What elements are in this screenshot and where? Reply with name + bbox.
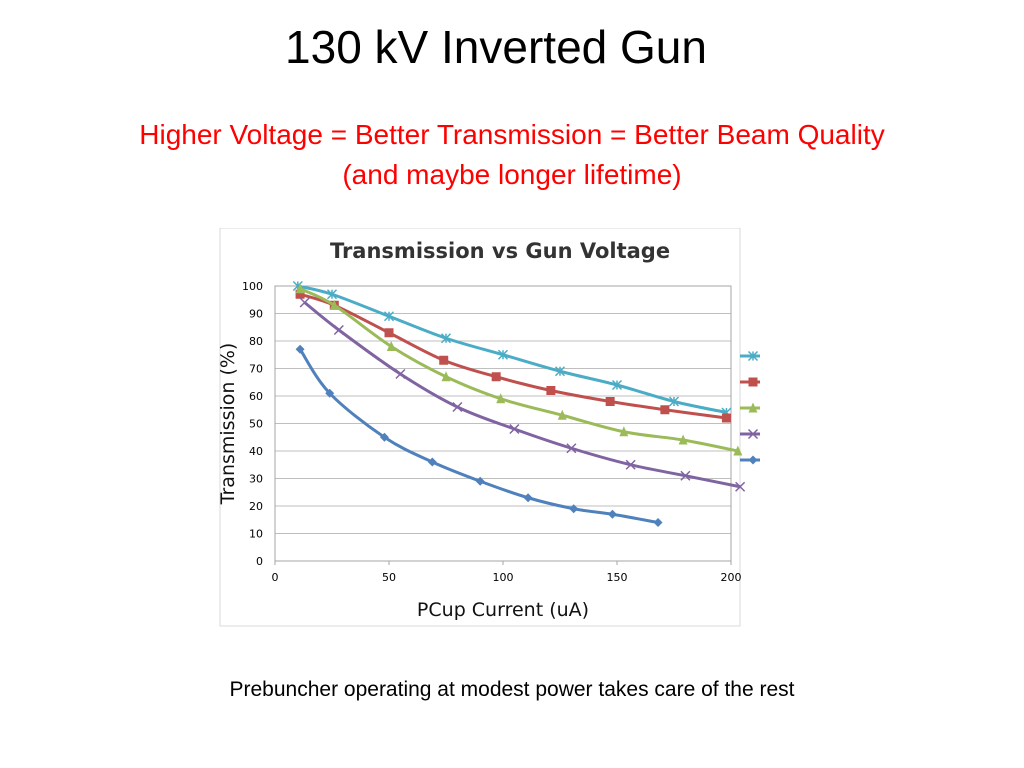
data-point-100kV (441, 371, 451, 382)
data-point-85kV (566, 443, 577, 454)
data-point-70kV (295, 344, 305, 354)
data-point-115kV (384, 328, 394, 338)
data-point-100kV (619, 426, 629, 437)
x-tick-label: 150 (607, 571, 628, 584)
x-tick-label: 100 (493, 571, 514, 584)
x-tick-label: 0 (272, 571, 279, 584)
subtitle-line-2: (and maybe longer lifetime) (342, 159, 682, 190)
data-point-130kV (668, 396, 680, 407)
y-tick-label: 0 (256, 555, 263, 568)
data-point-85kV (509, 423, 520, 435)
data-point-70kV (325, 388, 335, 398)
data-point-130kV (440, 333, 452, 344)
data-point-115kV (660, 405, 670, 415)
data-point-115kV (295, 289, 305, 299)
data-point-70kV (427, 457, 437, 467)
legend-marker-130kV (747, 350, 759, 362)
data-point-130kV (554, 366, 566, 377)
data-point-85kV (680, 470, 691, 481)
y-tick-label: 20 (249, 500, 263, 513)
y-tick-label: 70 (249, 363, 263, 376)
data-point-70kV (653, 518, 663, 527)
x-tick-label: 50 (382, 571, 396, 584)
footer-note: Prebuncher operating at modest power tak… (229, 678, 795, 701)
y-tick-label: 30 (249, 473, 263, 486)
y-tick-label: 10 (249, 528, 263, 541)
legend-marker-70kV (748, 455, 758, 465)
slide-title: 130 kV Inverted Gun (285, 21, 707, 73)
data-point-100kV (295, 283, 305, 294)
data-point-100kV (733, 445, 743, 456)
y-tick-label: 90 (249, 308, 263, 321)
chart-frame (219, 228, 741, 627)
data-point-130kV (611, 379, 623, 391)
data-point-70kV (569, 504, 579, 514)
data-point-70kV (475, 476, 485, 486)
x-axis-label: PCup Current (uA) (417, 599, 589, 621)
y-tick-label: 50 (249, 418, 263, 431)
y-tick-label: 100 (242, 280, 263, 293)
data-point-85kV (333, 324, 344, 336)
data-point-100kV (329, 299, 339, 310)
data-point-130kV (497, 349, 509, 360)
legend-marker-115kV (748, 377, 758, 387)
slide-subtitle: Higher Voltage = Better Transmission = B… (0, 115, 1024, 195)
data-point-70kV (607, 509, 617, 519)
data-point-100kV (386, 341, 396, 351)
data-point-115kV (721, 413, 731, 423)
data-point-85kV (735, 481, 746, 492)
y-axis-label: Transmission (%) (217, 343, 239, 506)
data-point-115kV (605, 397, 615, 406)
data-point-85kV (299, 297, 310, 308)
data-point-130kV (326, 289, 338, 300)
data-point-100kV (678, 434, 688, 445)
y-tick-label: 80 (249, 335, 263, 348)
data-point-70kV (523, 493, 533, 503)
data-point-85kV (452, 401, 463, 413)
data-point-85kV (625, 459, 636, 470)
data-point-130kV (383, 311, 395, 322)
data-point-115kV (439, 355, 449, 365)
data-point-115kV (546, 386, 556, 395)
data-point-85kV (395, 368, 406, 380)
data-point-100kV (496, 393, 506, 404)
legend-marker-85kV (747, 428, 759, 440)
x-tick-label: 200 (721, 571, 742, 584)
data-point-70kV (379, 432, 389, 442)
subtitle-line-1: Higher Voltage = Better Transmission = B… (139, 119, 885, 150)
chart-title: Transmission vs Gun Voltage (330, 239, 670, 263)
transmission-chart: Transmission vs Gun Voltage 0 10 20 30 40 50 60… (217, 228, 760, 627)
y-tick-label: 60 (249, 390, 263, 403)
data-point-100kV (557, 409, 567, 420)
data-point-115kV (491, 372, 501, 382)
legend-marker-100kV (748, 402, 758, 413)
y-tick-label: 40 (249, 445, 263, 458)
